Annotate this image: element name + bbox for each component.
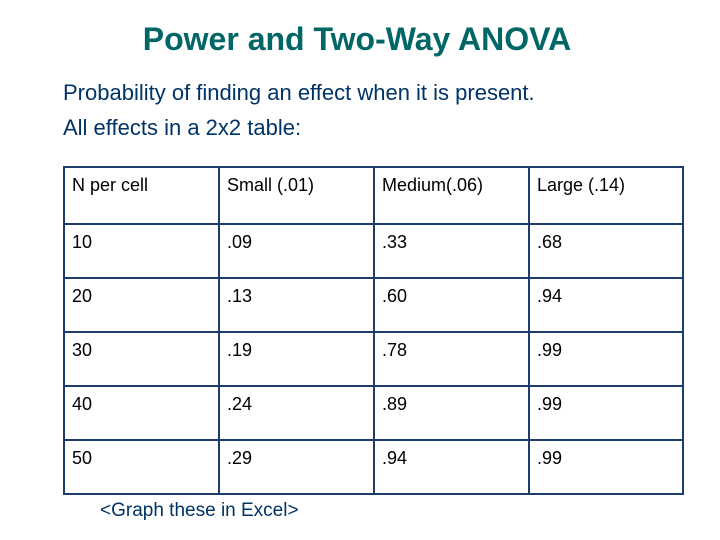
table-cell-medium: .78 — [373, 331, 530, 387]
table-cell-large: .99 — [528, 331, 684, 387]
table-cell-small: .29 — [218, 439, 375, 495]
table-cell-large: .68 — [528, 223, 684, 279]
table-row: 50 .29 .94 .99 — [63, 439, 684, 495]
header-cell-n-per-cell: N per cell — [63, 166, 220, 225]
table-cell-medium: .94 — [373, 439, 530, 495]
table-cell-medium: .89 — [373, 385, 530, 441]
table-row: 10 .09 .33 .68 — [63, 223, 684, 279]
header-cell-small: Small (.01) — [218, 166, 375, 225]
table-cell-small: .13 — [218, 277, 375, 333]
table-row: 30 .19 .78 .99 — [63, 331, 684, 387]
slide-title: Power and Two-Way ANOVA — [142, 21, 572, 57]
table-cell-small: .09 — [218, 223, 375, 279]
table-header-row: N per cell Small (.01) Medium(.06) Large… — [63, 166, 684, 225]
table-row: 40 .24 .89 .99 — [63, 385, 684, 441]
table-cell-n: 30 — [63, 331, 220, 387]
header-cell-medium: Medium(.06) — [373, 166, 530, 225]
subtitle-line-2: All effects in a 2x2 table: — [63, 115, 302, 140]
header-cell-large: Large (.14) — [528, 166, 684, 225]
table-cell-large: .94 — [528, 277, 684, 333]
table-cell-medium: .60 — [373, 277, 530, 333]
table-cell-medium: .33 — [373, 223, 530, 279]
table-cell-n: 40 — [63, 385, 220, 441]
footer-note: <Graph these in Excel> — [100, 500, 299, 521]
table-cell-n: 50 — [63, 439, 220, 495]
table-cell-small: .24 — [218, 385, 375, 441]
power-table: N per cell Small (.01) Medium(.06) Large… — [63, 166, 684, 495]
table-cell-small: .19 — [218, 331, 375, 387]
table-cell-large: .99 — [528, 385, 684, 441]
table-cell-n: 10 — [63, 223, 220, 279]
table-cell-large: .99 — [528, 439, 684, 495]
subtitle-line-1: Probability of finding an effect when it… — [63, 80, 535, 105]
table-cell-n: 20 — [63, 277, 220, 333]
table-row: 20 .13 .60 .94 — [63, 277, 684, 333]
